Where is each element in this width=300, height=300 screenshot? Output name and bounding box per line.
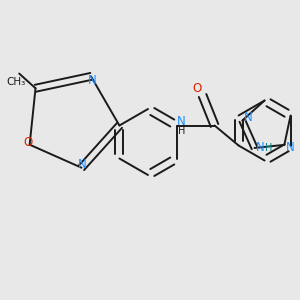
Text: O: O [192, 82, 201, 95]
Text: H: H [265, 143, 272, 153]
Text: O: O [23, 136, 32, 149]
Text: N: N [244, 111, 253, 124]
Text: N: N [177, 115, 186, 128]
Text: N: N [78, 158, 87, 171]
Text: N: N [256, 142, 265, 154]
Text: N: N [286, 141, 295, 154]
Text: CH₃: CH₃ [7, 76, 26, 86]
Text: N: N [88, 74, 96, 87]
Text: H: H [178, 125, 185, 136]
